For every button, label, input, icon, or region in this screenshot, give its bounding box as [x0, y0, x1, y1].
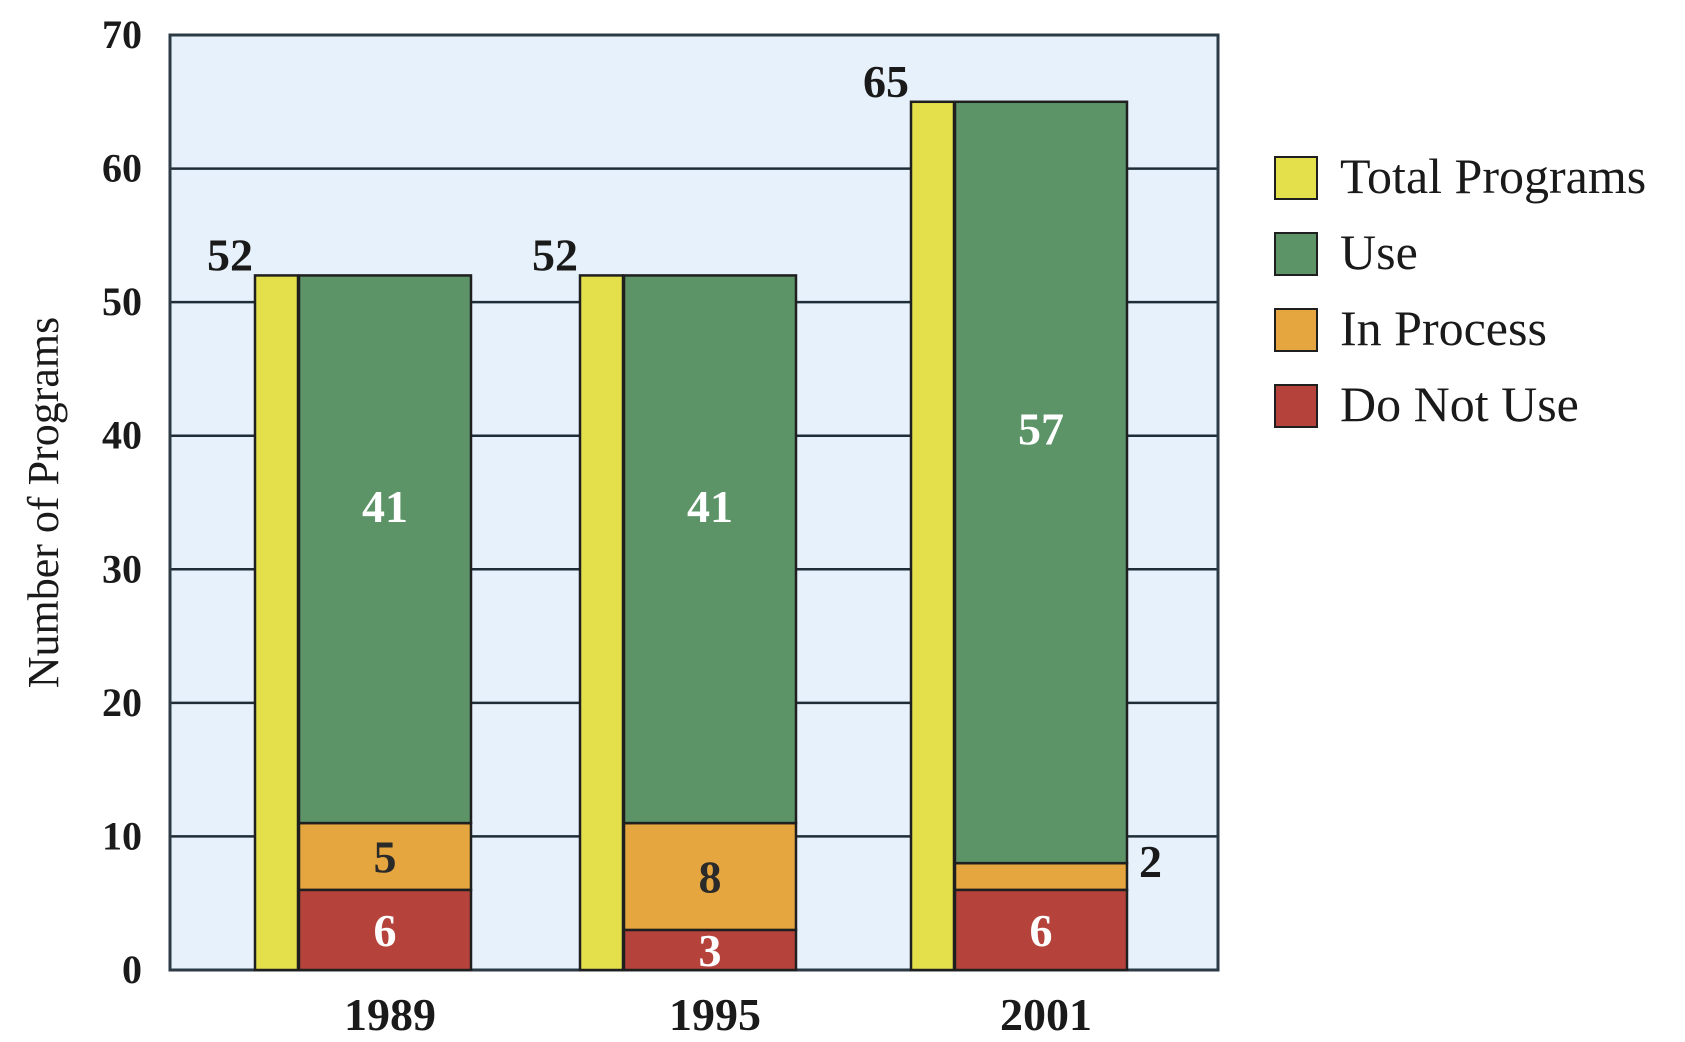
bar-use-1989: [297, 274, 473, 825]
data-label-do-not-use: 3: [699, 925, 722, 976]
y-axis-title: Number of Programs: [19, 317, 68, 689]
bar-total-1995: [578, 274, 625, 972]
bar-in-process-2001: [953, 861, 1129, 892]
data-label-use: 41: [687, 481, 733, 532]
legend-label-total-programs: Total Programs: [1340, 148, 1646, 204]
data-label-in-process: 2: [1139, 836, 1162, 887]
y-tick-label: 20: [102, 680, 142, 725]
legend-swatch-total-programs: [1274, 156, 1318, 200]
bar-total-1989: [253, 274, 300, 972]
y-tick-label: 0: [122, 947, 142, 992]
y-tick-label: 30: [102, 546, 142, 591]
legend-label-in-process: In Process: [1340, 300, 1547, 356]
data-label-use: 57: [1018, 403, 1064, 454]
data-label-do-not-use: 6: [374, 905, 397, 956]
x-tick-label: 1989: [344, 989, 436, 1037]
bar-use-1995: [622, 274, 798, 825]
bar-do-not-use-1989: [297, 888, 473, 972]
legend-label-use: Use: [1340, 224, 1418, 280]
y-tick-label: 70: [102, 12, 142, 57]
legend-swatch-do-not-use: [1274, 384, 1318, 428]
legend-label-do-not-use: Do Not Use: [1340, 376, 1579, 432]
bar-in-process-1995: [622, 821, 798, 932]
y-tick-label: 60: [102, 146, 142, 191]
x-tick-label: 2001: [1000, 989, 1092, 1037]
y-tick-label: 50: [102, 279, 142, 324]
data-label-do-not-use: 6: [1030, 905, 1053, 956]
data-label-total: 52: [532, 229, 578, 280]
data-label-use: 41: [362, 481, 408, 532]
x-tick-label: 1995: [669, 989, 761, 1037]
y-tick-label: 40: [102, 413, 142, 458]
data-label-in-process: 5: [374, 831, 397, 882]
data-label-in-process: 8: [699, 852, 722, 903]
bar-use-2001: [953, 100, 1129, 865]
data-label-total: 65: [863, 56, 909, 107]
bar-in-process-1989: [297, 821, 473, 892]
y-tick-label: 10: [102, 813, 142, 858]
data-label-total: 52: [207, 229, 253, 280]
bar-total-2001: [909, 100, 956, 972]
bar-do-not-use-2001: [953, 888, 1129, 972]
legend-swatch-use: [1274, 232, 1318, 276]
legend-swatch-in-process: [1274, 308, 1318, 352]
